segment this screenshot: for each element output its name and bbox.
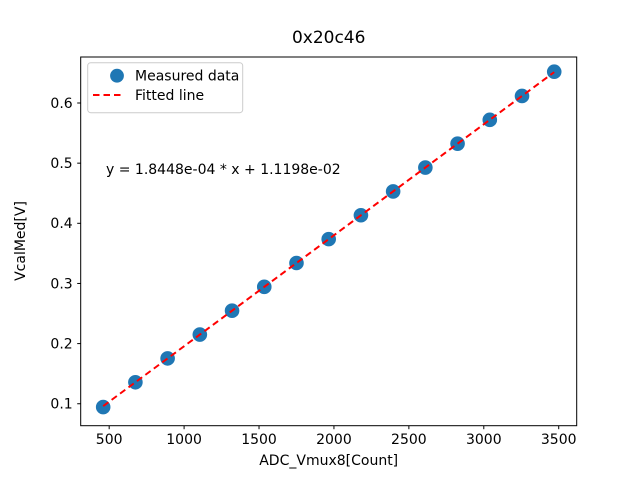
y-tick-label: 0.1 <box>50 397 72 413</box>
measured-data-point <box>482 112 498 128</box>
legend-label-measured-data: Measured data <box>135 69 239 85</box>
x-tick-label: 1000 <box>166 432 202 448</box>
measured-data-point <box>128 374 143 390</box>
x-tick-label: 500 <box>96 432 123 448</box>
y-tick-label: 0.6 <box>50 96 72 112</box>
x-tick-label: 1500 <box>241 432 277 448</box>
measured-data-point <box>95 399 111 415</box>
y-tick-label: 0.3 <box>50 276 72 292</box>
measured-data-point <box>160 351 175 366</box>
x-tick-label: 2000 <box>316 432 352 448</box>
x-tick-label: 2500 <box>391 432 427 448</box>
fitted-line <box>102 71 555 407</box>
legend-box <box>87 62 244 114</box>
legend: Measured data Fitted line <box>87 62 244 114</box>
fit-equation-annotation: y = 1.8448e-04 * x + 1.1198e-02 <box>106 162 341 178</box>
measured-data-point <box>546 64 562 80</box>
measured-data-point <box>514 88 530 104</box>
chart-title: 0x20c46 <box>292 28 366 48</box>
legend-circle-marker-icon <box>110 68 124 83</box>
measured-data-point <box>289 255 304 271</box>
x-tick-label: 3500 <box>541 432 577 448</box>
y-tick-label: 0.4 <box>50 216 72 232</box>
x-axis-label: ADC_Vmux8[Count] <box>259 453 398 469</box>
x-tick-label: 3000 <box>466 432 502 448</box>
axes-frame <box>80 56 578 427</box>
y-tick-label: 0.5 <box>50 156 72 172</box>
y-axis-label: VcalMed[V] <box>13 201 29 281</box>
plot-area: 500 1000 1500 2000 2500 3000 3500 0.1 0.2 0.3 0.4 0… <box>50 64 577 448</box>
measured-data-point <box>321 231 337 247</box>
legend-label-fitted-line: Fitted line <box>135 88 204 104</box>
y-tick-label: 0.2 <box>50 336 72 352</box>
measured-data-point <box>450 136 465 151</box>
